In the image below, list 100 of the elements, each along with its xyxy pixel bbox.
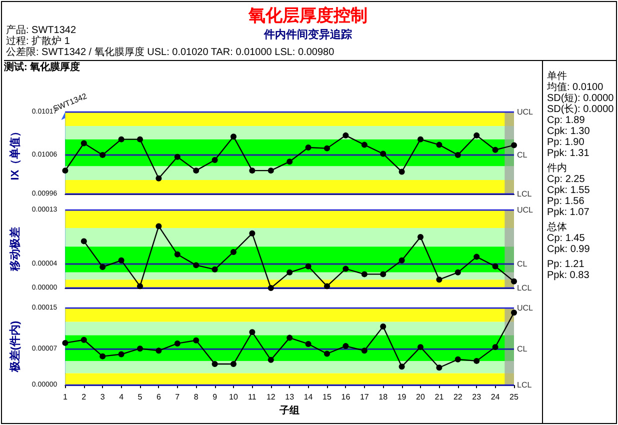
ref-line-label: LCL (517, 284, 532, 292)
point (454, 269, 461, 276)
point (286, 158, 293, 165)
x-tick-label: 17 (360, 392, 370, 402)
text: Pp: 1.21 (547, 259, 584, 270)
point (100, 264, 106, 270)
point (436, 142, 442, 148)
text: 单件 (547, 71, 567, 82)
point (212, 266, 218, 272)
point (380, 324, 386, 330)
point (342, 132, 349, 138)
point (80, 238, 87, 244)
x-tick-label: 3 (100, 392, 106, 402)
text: Ppk: 1.07 (547, 207, 590, 218)
point (474, 358, 480, 364)
x-tick-label: 8 (194, 392, 199, 402)
x-tick-label: 9 (212, 392, 218, 402)
x-tick-label: 21 (434, 392, 444, 402)
x-tick-label: 15 (322, 392, 332, 402)
point (342, 266, 349, 272)
point (249, 329, 256, 336)
text: Cp: 1.45 (547, 233, 585, 244)
point (118, 136, 124, 142)
point (212, 157, 218, 164)
point (174, 340, 180, 346)
point (249, 168, 256, 174)
point (156, 348, 162, 354)
ref-line-label: LCL (517, 380, 532, 390)
point (436, 364, 442, 371)
point (268, 285, 274, 291)
x-tick-label: 16 (341, 392, 351, 402)
text: 总体 (547, 222, 567, 233)
text: Ppk: 0.83 (547, 270, 590, 281)
x-tick-label: 20 (416, 392, 426, 402)
text: 均值: 0.0100 (547, 82, 604, 93)
ref-line-label: CL (517, 344, 528, 354)
point (361, 271, 368, 278)
point (492, 263, 498, 270)
point (137, 283, 144, 290)
point (380, 271, 386, 278)
point (137, 346, 144, 352)
point (511, 310, 517, 316)
point (492, 344, 498, 350)
text: Cpk: 0.99 (547, 244, 590, 255)
point (361, 142, 368, 148)
point (454, 152, 461, 158)
point (305, 144, 312, 151)
x-tick-label: 2 (82, 392, 87, 402)
point (418, 136, 424, 142)
point (268, 356, 274, 363)
point (418, 234, 424, 240)
x-tick-label: 4 (119, 392, 124, 402)
text: Ppk: 1.31 (547, 148, 590, 159)
x-tick-label: 19 (397, 392, 407, 402)
point (118, 351, 124, 358)
x-tick-label: 14 (304, 392, 314, 402)
text: Pp: 1.56 (547, 196, 584, 207)
x-tick-label: 13 (285, 392, 295, 402)
x-tick-label: 10 (229, 392, 238, 402)
ref-line-label: LCL (517, 190, 532, 198)
y-axis-title: 极差(件内) (8, 320, 22, 374)
point (230, 249, 236, 255)
point (286, 269, 293, 276)
x-tick-label: 18 (378, 392, 388, 402)
text: SD(短): 0.0000 (547, 93, 614, 104)
point (118, 257, 124, 264)
point (80, 336, 87, 343)
text: 件内件间变异追踪 (264, 29, 352, 41)
ref-line-label: UCL (517, 304, 534, 312)
ref-line-label: CL (517, 150, 528, 160)
point (156, 175, 162, 182)
point (137, 136, 144, 142)
text: 氧化层厚度控制 (248, 6, 368, 25)
ref-line-label: UCL (517, 206, 534, 214)
point (156, 223, 162, 230)
point (324, 350, 330, 357)
text: 件内 (547, 163, 567, 174)
text: 过程: 扩散炉 1 (6, 36, 70, 47)
text: 测试: 氧化膜厚度 (4, 62, 80, 73)
y-axis-title: IX（单值） (8, 126, 22, 180)
text: SD(长): 0.0000 (547, 104, 614, 115)
point (418, 344, 424, 350)
point (286, 334, 293, 341)
x-tick-label: 11 (248, 392, 257, 402)
point (80, 140, 87, 146)
point (398, 364, 405, 370)
point (398, 257, 405, 264)
point (174, 251, 180, 258)
text: 产品: SWT1342 (6, 25, 76, 36)
point (100, 353, 106, 360)
point (193, 168, 200, 174)
point (324, 283, 330, 290)
x-tick-label: 23 (472, 392, 482, 402)
x-tick-label: 5 (138, 392, 143, 402)
point (361, 348, 368, 354)
x-tick-label: 25 (510, 392, 519, 402)
text: Pp: 1.90 (547, 137, 584, 148)
point (324, 145, 330, 152)
point (511, 278, 517, 284)
x-axis-title: 子组 (278, 404, 300, 416)
